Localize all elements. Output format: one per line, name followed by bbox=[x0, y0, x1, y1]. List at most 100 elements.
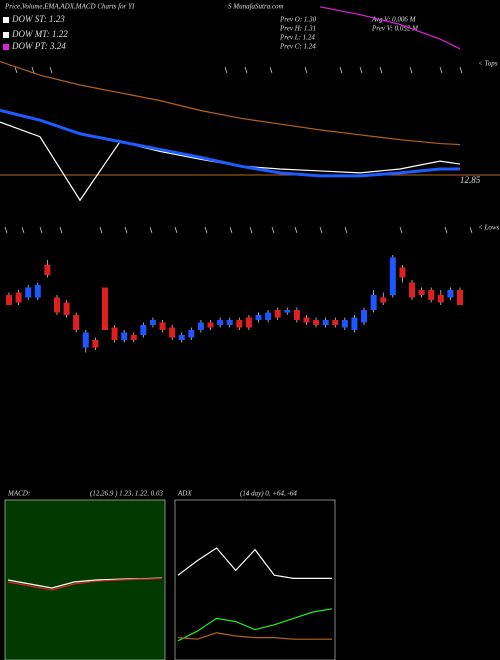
candle-body bbox=[236, 320, 243, 328]
series-line bbox=[0, 108, 460, 178]
candle-body bbox=[437, 295, 444, 303]
candle-body bbox=[303, 317, 310, 323]
pivot-marker bbox=[344, 226, 348, 234]
pivot-marker bbox=[244, 66, 248, 74]
avg-volume: Avg V: 0.006 M bbox=[371, 16, 417, 24]
candle-body bbox=[399, 267, 406, 278]
pivot-marker bbox=[21, 226, 25, 234]
legend-swatch bbox=[3, 32, 9, 38]
series-line bbox=[0, 60, 461, 146]
candle-body bbox=[140, 325, 147, 335]
pivot-marker bbox=[409, 66, 413, 74]
candle-body bbox=[44, 265, 51, 275]
candle-body bbox=[226, 320, 233, 325]
pivot-marker bbox=[249, 226, 253, 234]
series-line bbox=[177, 632, 332, 640]
pivot-marker bbox=[304, 66, 308, 74]
pivot-marker bbox=[359, 66, 363, 74]
candle-body bbox=[255, 315, 262, 320]
candle-body bbox=[245, 317, 252, 328]
candle-body bbox=[82, 332, 89, 348]
pivot-marker bbox=[59, 226, 63, 234]
candle-body bbox=[265, 312, 272, 320]
pivot-marker bbox=[99, 226, 103, 234]
candle-body bbox=[284, 310, 291, 313]
series-line bbox=[7, 577, 163, 591]
prev-open: Prev O: 1.30 bbox=[279, 16, 317, 24]
candle-body bbox=[63, 302, 70, 315]
pivot-marker bbox=[229, 226, 233, 234]
candle-body bbox=[188, 330, 195, 338]
candle-body bbox=[418, 290, 425, 295]
pivot-marker bbox=[439, 66, 443, 74]
pivot-marker bbox=[4, 226, 8, 234]
chart-title: S MunafaSutra.com bbox=[228, 3, 284, 11]
pivot-marker bbox=[14, 66, 18, 74]
pivot-marker bbox=[31, 66, 35, 74]
candle-body bbox=[322, 320, 329, 325]
prev-high: Prev H: 1.31 bbox=[279, 25, 316, 33]
candle-body bbox=[149, 320, 156, 325]
level-label: 12.85 bbox=[460, 175, 481, 185]
series-line bbox=[177, 608, 333, 642]
pivot-marker bbox=[224, 66, 228, 74]
pivot-marker bbox=[319, 226, 323, 234]
pivot-marker bbox=[339, 66, 343, 74]
tops-label: < Tops bbox=[478, 60, 498, 68]
pivot-marker bbox=[469, 226, 473, 234]
pivot-marker bbox=[204, 226, 208, 234]
candle-body bbox=[6, 295, 12, 305]
candle-body bbox=[207, 322, 214, 328]
pivot-marker bbox=[379, 66, 383, 74]
legend-swatch bbox=[3, 44, 9, 50]
legend-label: DOW ST: 1.23 bbox=[11, 14, 65, 24]
legend-label: DOW PT: 3.24 bbox=[11, 41, 66, 51]
candle-body bbox=[380, 297, 387, 303]
candle-body bbox=[15, 292, 22, 303]
candle-body bbox=[53, 297, 60, 313]
candle-body bbox=[332, 320, 339, 325]
candle-body bbox=[101, 287, 108, 330]
pivot-marker bbox=[459, 66, 463, 74]
pivot-marker bbox=[444, 226, 448, 234]
candle-body bbox=[428, 290, 435, 300]
candle-body bbox=[34, 285, 41, 298]
pivot-marker bbox=[174, 226, 178, 234]
candle-body bbox=[361, 310, 368, 323]
series-line bbox=[0, 121, 461, 202]
candle-body bbox=[25, 287, 32, 298]
candle-body bbox=[92, 340, 99, 348]
candle-body bbox=[351, 317, 358, 330]
candle-body bbox=[169, 327, 176, 338]
lows-label: < Lows bbox=[478, 224, 500, 232]
candle-body bbox=[73, 315, 80, 330]
candle-body bbox=[159, 322, 166, 330]
macd-panel bbox=[4, 499, 166, 660]
pivot-marker bbox=[294, 226, 298, 234]
candle-body bbox=[121, 332, 128, 340]
candle-body bbox=[217, 320, 224, 325]
prev-volume: Prev V: 0.052 M bbox=[371, 25, 419, 33]
candle-body bbox=[293, 310, 300, 320]
adx-subtitle: (14 day) 0, +64, -64 bbox=[240, 490, 297, 498]
adx-title: ADX bbox=[177, 490, 192, 498]
pivot-marker bbox=[399, 226, 403, 234]
candle-body bbox=[197, 322, 204, 330]
legend-label: DOW MT: 1.22 bbox=[11, 29, 68, 39]
macd-subtitle: (12,26,9 ) 1.23, 1.22, 0.03 bbox=[90, 490, 163, 498]
candle-body bbox=[178, 335, 185, 340]
candle-body bbox=[447, 290, 454, 298]
candle-body bbox=[341, 320, 348, 328]
candle-body bbox=[130, 335, 137, 340]
series-line bbox=[319, 6, 461, 50]
pivot-marker bbox=[271, 226, 275, 234]
candle-body bbox=[409, 282, 416, 298]
prev-close: Prev C: 1.24 bbox=[279, 43, 316, 51]
pivot-marker bbox=[269, 66, 273, 74]
candle-body bbox=[313, 320, 320, 325]
pivot-marker bbox=[124, 226, 128, 234]
prev-low: Prev L: 1.24 bbox=[279, 34, 315, 42]
candle-body bbox=[389, 257, 396, 295]
legend-swatch bbox=[3, 17, 9, 23]
